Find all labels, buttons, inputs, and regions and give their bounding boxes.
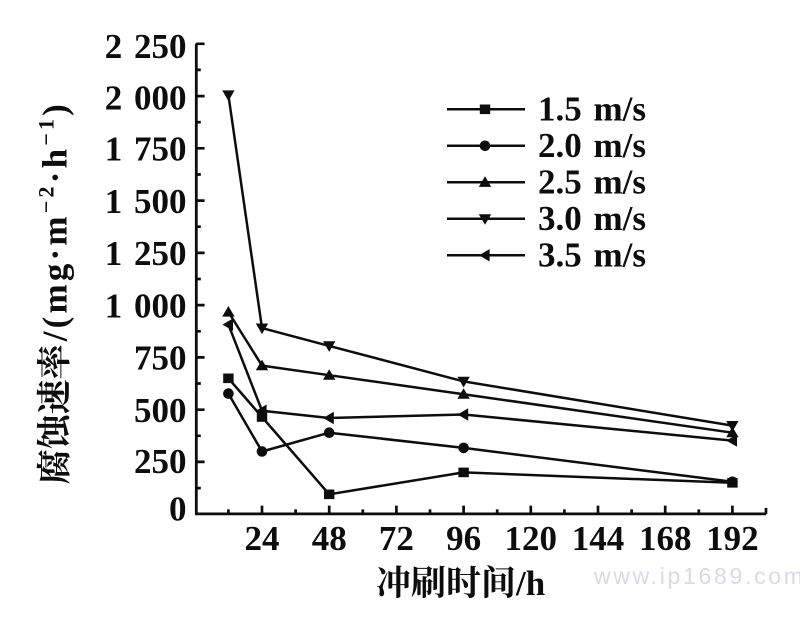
svg-text:750: 750 [134, 339, 187, 378]
svg-text:48: 48 [312, 519, 347, 558]
svg-text:1 250: 1 250 [105, 234, 187, 273]
svg-text:2 250: 2 250 [105, 27, 187, 66]
svg-text:72: 72 [379, 519, 414, 558]
svg-text:2 000: 2 000 [105, 78, 187, 117]
svg-text:0: 0 [169, 490, 187, 529]
svg-text:168: 168 [639, 519, 692, 558]
svg-text:192: 192 [706, 519, 759, 558]
svg-text:/(mg·m−2·h−1): /(mg·m−2·h−1) [34, 101, 75, 342]
svg-text:2.5 m/s: 2.5 m/s [538, 163, 646, 202]
svg-text:24: 24 [245, 519, 280, 558]
svg-text:3.0 m/s: 3.0 m/s [538, 199, 646, 238]
svg-text:/h: /h [515, 564, 545, 603]
svg-text:2.0 m/s: 2.0 m/s [538, 126, 646, 165]
svg-text:1 000: 1 000 [105, 286, 187, 325]
svg-text:www.ip1689.com: www.ip1689.com [593, 563, 800, 589]
svg-text:3.5 m/s: 3.5 m/s [538, 236, 646, 275]
svg-text:120: 120 [505, 519, 558, 558]
svg-text:500: 500 [134, 391, 187, 430]
svg-text:1 750: 1 750 [105, 130, 187, 169]
svg-text:96: 96 [446, 519, 481, 558]
svg-text:144: 144 [572, 519, 625, 558]
svg-text:250: 250 [134, 442, 187, 481]
svg-text:1 500: 1 500 [105, 182, 187, 221]
svg-text:1.5 m/s: 1.5 m/s [538, 90, 646, 129]
